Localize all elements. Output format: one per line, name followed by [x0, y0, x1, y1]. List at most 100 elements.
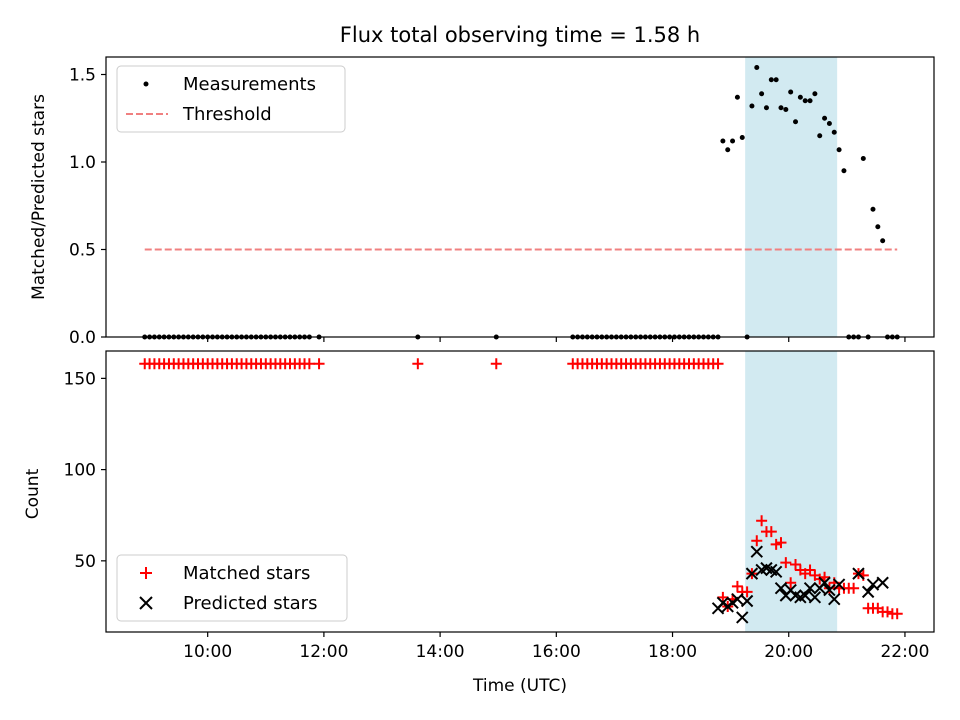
predicted-star-point: [798, 589, 812, 602]
measurement-point: [778, 105, 784, 111]
matched-star-point: [756, 515, 768, 527]
legend-measurements-marker: [143, 81, 149, 87]
bottom-ytick-label: 100: [64, 461, 96, 481]
predicted-star-point: [866, 578, 880, 591]
top-legend-box: [116, 65, 346, 133]
matched-star-point: [751, 535, 763, 547]
top-ytick-label: 1.5: [69, 66, 96, 86]
bottom-legend: Matched stars Predicted stars: [116, 554, 348, 622]
measurement-point: [836, 147, 842, 153]
matched-star-point: [882, 606, 894, 618]
matched-star-point: [891, 608, 903, 620]
measurement-point: [754, 65, 760, 70]
measurement-point: [739, 135, 745, 140]
measurement-point: [870, 206, 876, 212]
measurement-point: [875, 224, 881, 230]
predicted-star-point: [832, 578, 846, 591]
predicted-star-point: [736, 611, 749, 624]
matched-star-point: [848, 582, 860, 594]
legend-predicted-label: Predicted stars: [183, 593, 317, 614]
matched-star-point: [775, 537, 787, 549]
measurement-point: [725, 147, 731, 153]
top-y-ticks: 0.0 0.5 1.0 1.5: [69, 66, 106, 348]
matched-star-point: [303, 358, 315, 370]
matched-star-point: [712, 358, 724, 370]
measurement-point: [720, 138, 726, 144]
top-legend: Measurements Threshold: [116, 65, 346, 133]
matched-star-point: [819, 571, 831, 583]
xtick-label: 18:00: [648, 642, 697, 662]
bottom-y-ticks: 50 100 150: [64, 369, 106, 572]
predicted-star-point: [745, 567, 759, 580]
chart-title: Flux total observing time = 1.58 h: [340, 23, 700, 47]
xtick-label: 22:00: [880, 642, 929, 662]
xtick-label: 16:00: [532, 642, 581, 662]
predicted-star-point: [861, 585, 875, 599]
matched-star-point: [741, 586, 753, 598]
measurement-point: [822, 115, 828, 121]
xtick-label: 20:00: [764, 642, 813, 662]
predicted-star-point: [731, 592, 744, 606]
measurement-point: [788, 89, 794, 95]
xtick-label: 10:00: [183, 642, 232, 662]
top-ytick-label: 1.0: [69, 153, 96, 173]
matched-star-point: [785, 577, 797, 589]
measurement-point: [763, 105, 769, 111]
top-shaded-region: [745, 57, 838, 337]
top-series-layer: [142, 65, 900, 340]
measurement-point: [734, 94, 740, 100]
bottom-x-ticks: 10:00 12:00 14:00 16:00 18:00 20:00 22:00: [183, 632, 929, 662]
matched-star-point: [412, 358, 424, 370]
predicted-star-point: [852, 567, 865, 580]
measurement-point: [793, 119, 799, 125]
measurement-point: [841, 168, 847, 174]
bottom-axes-frame: [105, 350, 935, 633]
measurement-point: [807, 98, 813, 104]
xtick-label: 12:00: [299, 642, 348, 662]
bottom-ylabel: Count: [23, 468, 43, 519]
x-axis-label: Time (UTC): [472, 676, 567, 696]
predicted-star-point: [803, 582, 817, 595]
measurement-point: [730, 138, 736, 144]
matched-star-point: [490, 358, 502, 370]
measurement-point: [768, 77, 774, 83]
bottom-ytick-label: 50: [74, 552, 96, 572]
measurement-point: [802, 98, 808, 104]
predicted-star-point: [750, 545, 763, 558]
bottom-series-layer: [139, 358, 903, 624]
top-ytick-label: 0.5: [69, 241, 96, 261]
predicted-star-point: [769, 565, 783, 578]
top-axes-frame: [105, 56, 935, 338]
measurement-point: [826, 121, 832, 126]
matched-star-point: [804, 564, 816, 576]
matched-star-point: [765, 526, 777, 538]
matched-star-point: [790, 558, 802, 570]
xtick-label: 14:00: [416, 642, 465, 662]
predicted-star-point: [828, 592, 841, 606]
legend-matched-marker: [140, 567, 152, 579]
bottom-ytick-label: 150: [64, 369, 96, 389]
legend-predicted-marker: [139, 596, 153, 610]
measurement-point: [880, 238, 886, 244]
legend-threshold-label: Threshold: [182, 104, 272, 125]
measurement-point: [783, 107, 789, 112]
legend-measurements-label: Measurements: [183, 74, 316, 95]
measurement-point: [817, 133, 823, 139]
predicted-star-point: [818, 576, 831, 589]
predicted-star-point: [740, 594, 754, 608]
top-ytick-label: 0.0: [69, 328, 96, 348]
top-x-ticks: [207, 337, 906, 342]
top-panel: 0.0 0.5 1.0 1.5 Matched/Predicted stars Mea…: [29, 56, 935, 348]
measurement-point: [860, 156, 866, 161]
top-ylabel: Matched/Predicted stars: [29, 94, 49, 300]
measurement-point: [749, 103, 755, 109]
bottom-panel: 50 100 150 10:00 12:00 14:00 16:00 18:00 20:00 2…: [23, 350, 935, 696]
matched-star-point: [770, 538, 782, 550]
bottom-legend-box: [116, 554, 348, 622]
measurement-point: [797, 94, 803, 100]
predicted-star-point: [774, 582, 788, 595]
legend-matched-label: Matched stars: [183, 563, 310, 584]
matched-star-point: [780, 557, 792, 569]
measurement-point: [812, 91, 818, 97]
